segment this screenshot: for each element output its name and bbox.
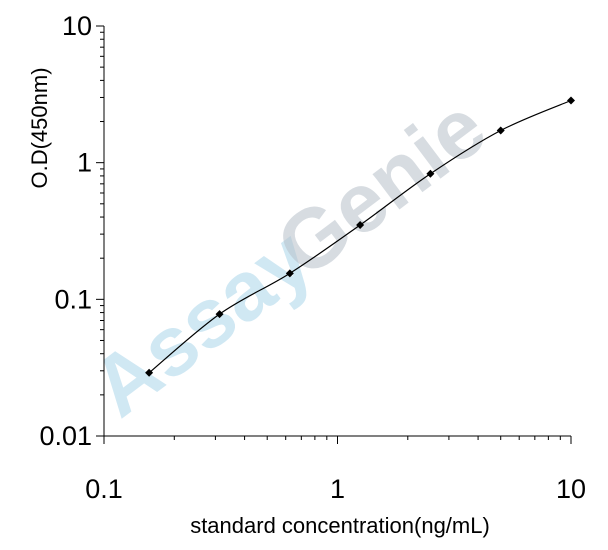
data-point	[215, 310, 224, 319]
data-point	[426, 169, 435, 178]
data-point	[356, 220, 365, 229]
watermark-genie-text: Genie	[260, 79, 503, 295]
x-axis-title: standard concentration(ng/mL)	[190, 513, 490, 538]
tick-labels: 10 1 0.1 0.01 0.1 1 10	[39, 11, 586, 504]
y-tick-label: 10	[62, 11, 92, 41]
axis-ticks	[96, 25, 572, 444]
x-tick-label: 1	[330, 474, 345, 504]
data-point	[567, 96, 575, 105]
series-1	[145, 96, 575, 377]
x-tick-label: 0.1	[85, 474, 123, 504]
data-point	[496, 126, 505, 135]
y-tick-label: 1	[77, 148, 92, 178]
data-point	[285, 269, 294, 278]
y-tick-label: 0.1	[54, 284, 92, 314]
data-point	[145, 368, 154, 377]
watermark-logo: Assay Genie	[74, 79, 502, 434]
y-axis-title: O.D(450nm)	[27, 67, 52, 188]
y-tick-label: 0.01	[39, 421, 92, 451]
x-tick-label: 10	[556, 474, 586, 504]
